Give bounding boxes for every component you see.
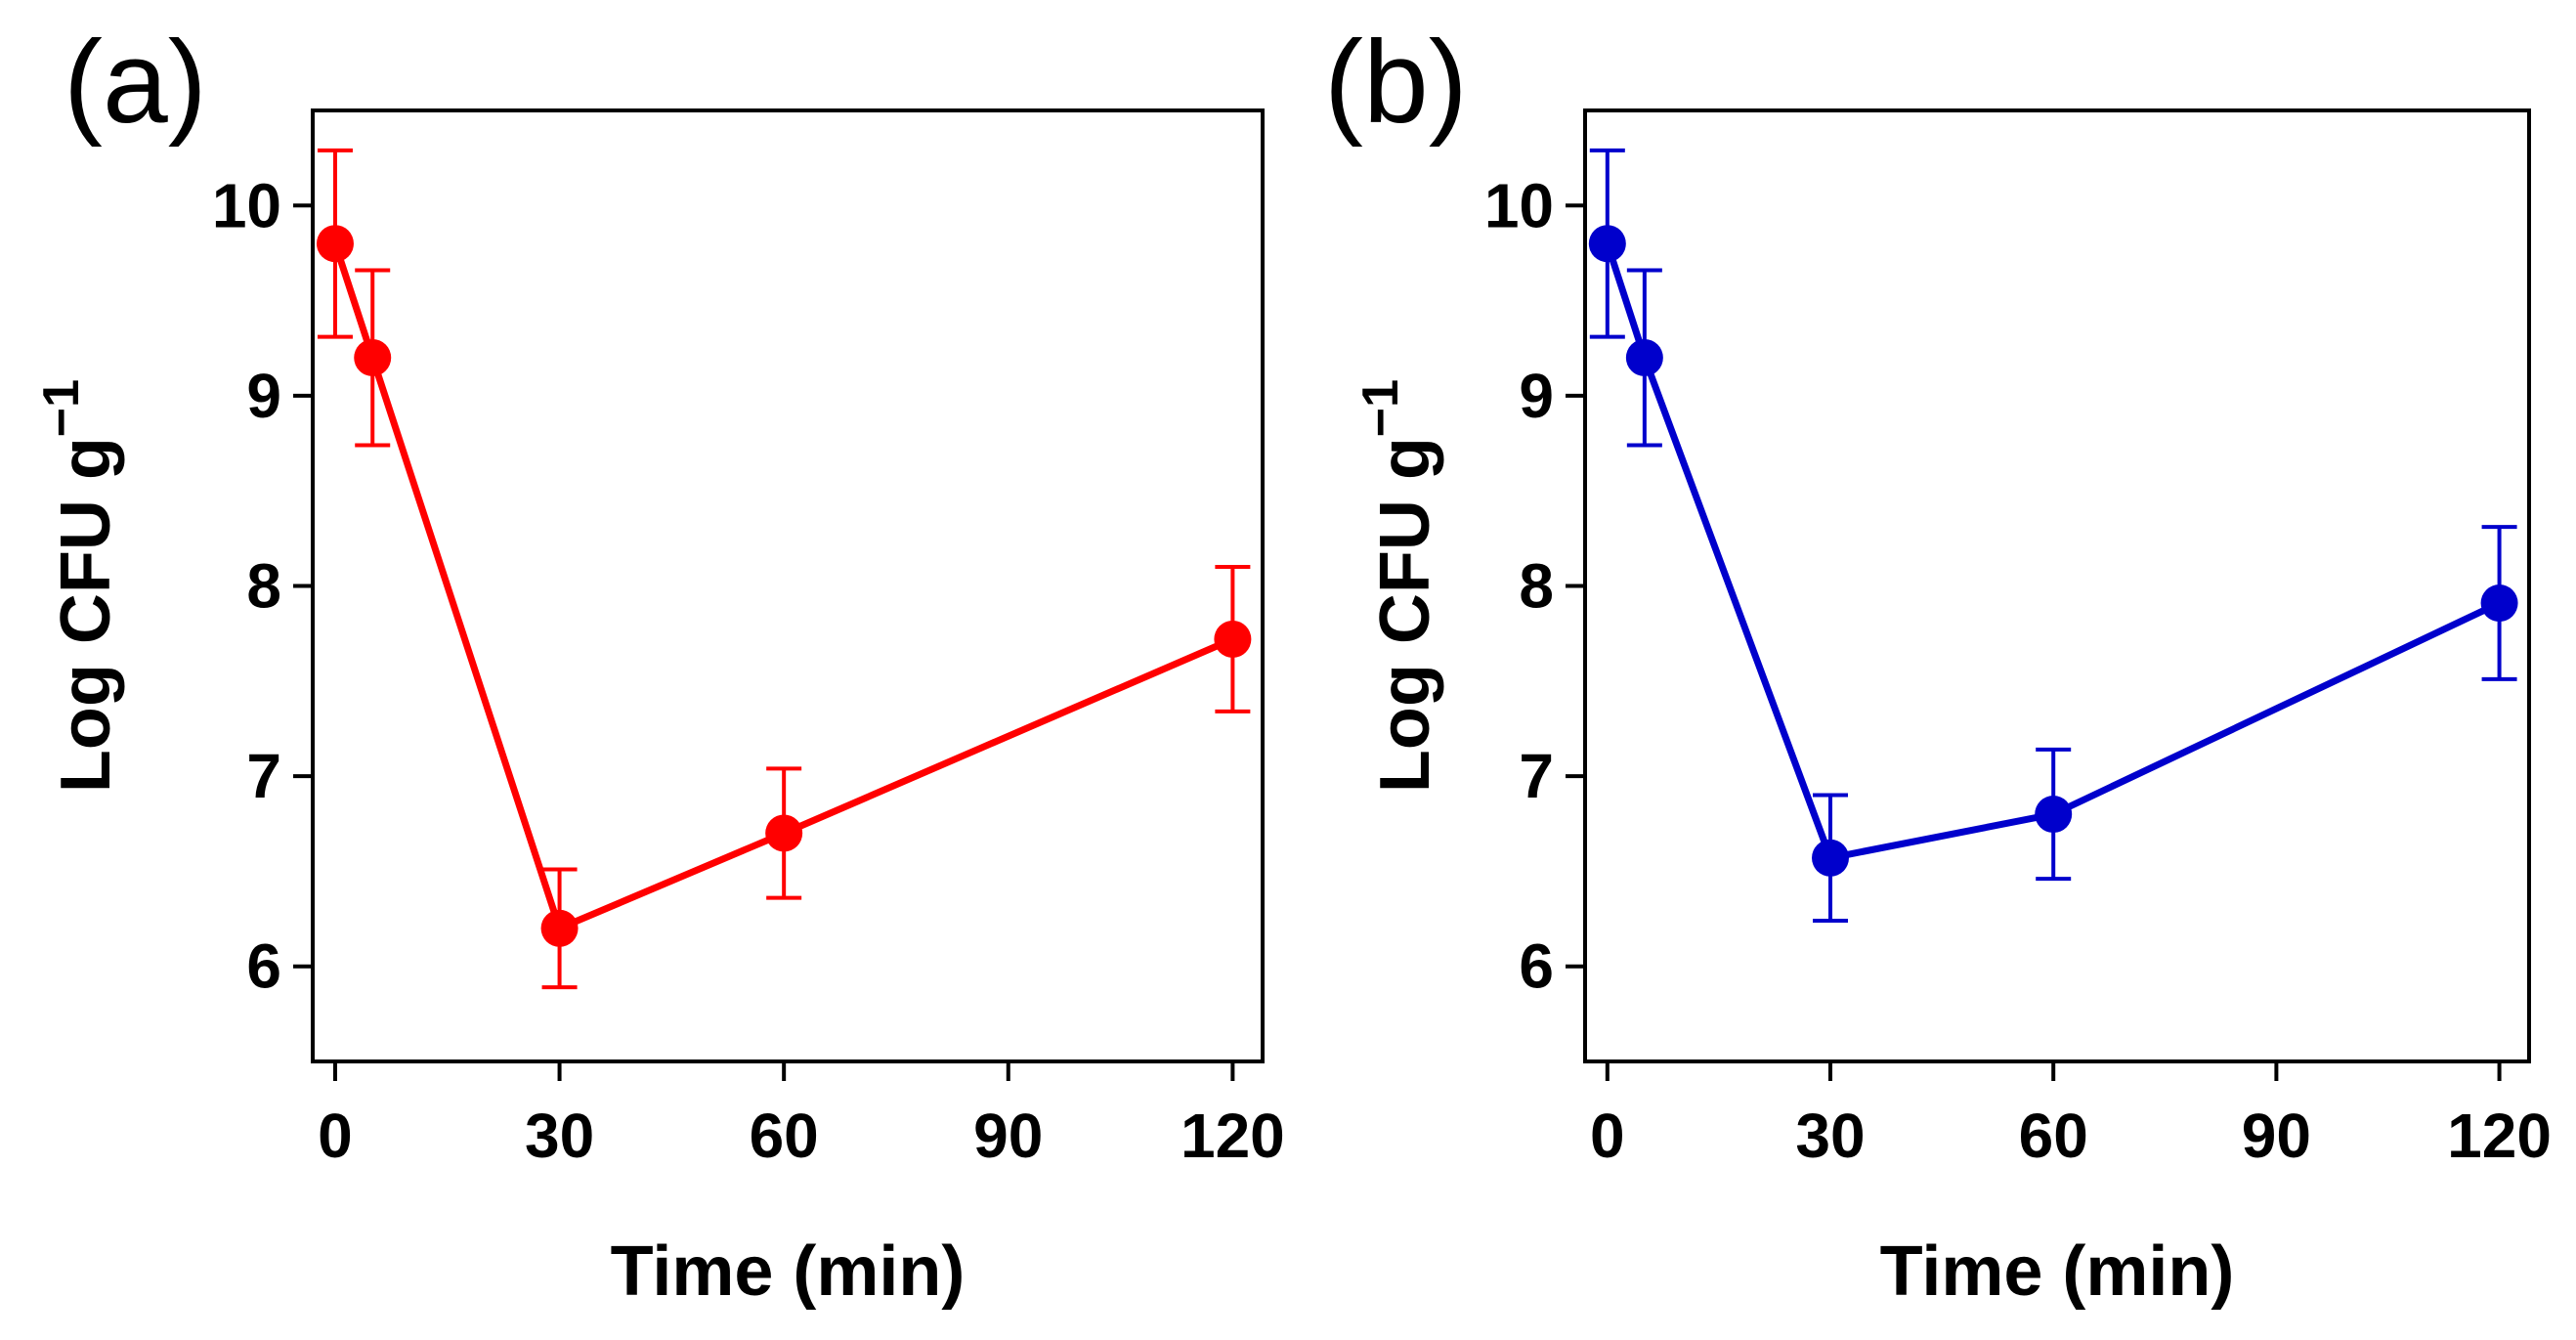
y-axis-title: Log CFU g−1 bbox=[1352, 379, 1444, 793]
y-tick-label: 8 bbox=[1519, 551, 1554, 622]
y-tick-label: 6 bbox=[246, 931, 281, 1002]
x-axis-title: Time (min) bbox=[611, 1232, 966, 1311]
x-tick-label: 60 bbox=[2019, 1101, 2088, 1171]
data-point bbox=[354, 338, 392, 376]
y-axis-title: Log CFU g−1 bbox=[33, 379, 125, 793]
y-tick-label: 9 bbox=[1519, 361, 1554, 431]
data-point bbox=[2035, 796, 2073, 834]
y-tick-label: 7 bbox=[246, 741, 281, 811]
y-tick-label: 8 bbox=[246, 551, 281, 622]
panel-a: 6 7 8 9 10 0 30 60 90 120 Time (min) Log CFU g−1 (a) bbox=[33, 17, 1285, 1311]
x-axis-title: Time (min) bbox=[1880, 1232, 2235, 1311]
x-tick-label: 30 bbox=[525, 1101, 594, 1171]
x-tick-label: 0 bbox=[1590, 1101, 1625, 1171]
y-axis-title-superscript: −1 bbox=[33, 379, 90, 437]
x-tick-label: 60 bbox=[750, 1101, 819, 1171]
data-point bbox=[765, 814, 803, 852]
y-tick-label: 9 bbox=[246, 361, 281, 431]
data-point bbox=[1625, 338, 1663, 376]
x-tick-label: 120 bbox=[2447, 1101, 2552, 1171]
y-axis-title-superscript: −1 bbox=[1352, 379, 1409, 437]
data-point bbox=[1812, 839, 1850, 877]
panel-b: 6 7 8 9 10 0 30 60 90 120 Time (min) Log CFU g−1 (b) bbox=[1324, 17, 2552, 1311]
data-point bbox=[1214, 620, 1252, 658]
x-tick-label: 30 bbox=[1795, 1101, 1865, 1171]
plot-frame bbox=[311, 108, 1265, 1063]
x-tick-label: 0 bbox=[318, 1101, 353, 1171]
panel-label: (b) bbox=[1324, 17, 1468, 148]
y-tick-label: 7 bbox=[1519, 741, 1554, 811]
y-tick-label: 6 bbox=[1519, 931, 1554, 1002]
data-point bbox=[316, 225, 354, 263]
data-point bbox=[540, 909, 579, 947]
data-point bbox=[2480, 584, 2518, 623]
x-tick-label: 90 bbox=[2242, 1101, 2311, 1171]
x-tick-label: 90 bbox=[973, 1101, 1043, 1171]
y-tick-label: 10 bbox=[1484, 170, 1554, 240]
panel-label: (a) bbox=[64, 17, 207, 148]
x-tick-label: 120 bbox=[1181, 1101, 1285, 1171]
data-point bbox=[1588, 225, 1626, 263]
y-tick-label: 10 bbox=[212, 170, 281, 240]
